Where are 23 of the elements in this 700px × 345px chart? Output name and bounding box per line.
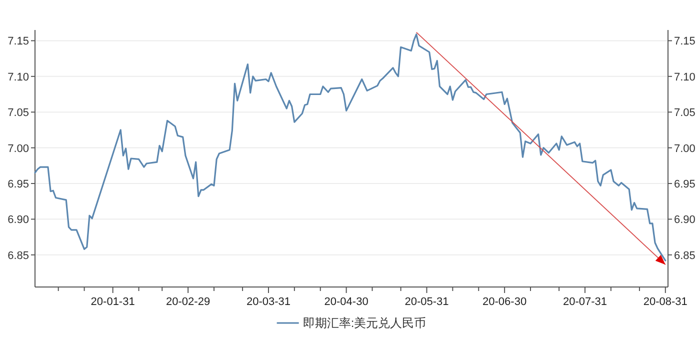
y2-tick-label: 7.10	[674, 71, 696, 84]
y-tick-label: 6.95	[8, 178, 29, 190]
y-tick-label: 6.85	[8, 250, 29, 262]
x-tick-label: 20-02-29	[166, 296, 210, 308]
x-tick-label: 20-08-31	[643, 296, 688, 308]
y-tick-label: 7.15	[8, 36, 29, 48]
y-tick-label: 7.00	[8, 142, 29, 155]
y2-tick-label: 6.90	[674, 214, 696, 226]
legend-label: 即期汇率:美元兑人民币	[302, 316, 426, 330]
x-tick-label: 20-03-31	[246, 296, 291, 308]
y2-tick-label: 6.85	[674, 250, 696, 262]
x-tick-label: 20-04-30	[324, 296, 368, 308]
x-tick-label: 20-05-31	[404, 296, 449, 308]
y2-tick-label: 7.05	[674, 107, 696, 120]
y-tick-label: 7.10	[8, 71, 29, 84]
x-tick-label: 20-07-31	[562, 296, 608, 308]
x-tick-label: 20-06-30	[482, 296, 527, 308]
y2-tick-label: 7.00	[674, 142, 696, 155]
y-tick-label: 7.05	[8, 107, 29, 120]
x-tick-label: 20-01-31	[90, 296, 135, 308]
y2-tick-label: 6.95	[674, 178, 696, 190]
y-tick-label: 6.90	[8, 214, 29, 226]
y2-tick-label: 7.15	[674, 36, 696, 48]
